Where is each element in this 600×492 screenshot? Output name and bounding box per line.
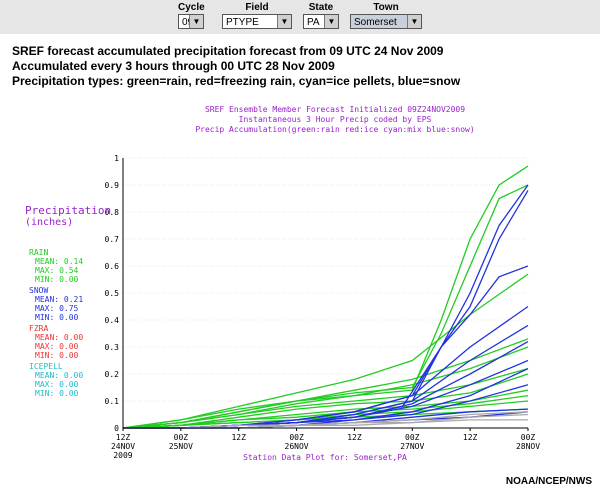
control-bar: Cycle 09 ▼ Field PTYPE ▼ State PA ▼ Town… bbox=[0, 0, 600, 34]
x-tick-label: 12Z bbox=[347, 433, 362, 442]
y-tick-label: 0.1 bbox=[105, 397, 120, 406]
stats-value: MIN: 0.00 bbox=[35, 313, 79, 322]
field-control: Field PTYPE ▼ bbox=[222, 2, 292, 29]
y-tick-label: 0.4 bbox=[105, 316, 120, 325]
state-label: State bbox=[308, 2, 334, 13]
series-line bbox=[122, 273, 529, 429]
grid-lines bbox=[123, 157, 528, 402]
y-axis-label-line-1: Precipitation bbox=[25, 204, 111, 217]
state-control: State PA ▼ bbox=[303, 2, 339, 29]
series-line bbox=[122, 184, 529, 429]
x-tick-label: 00Z bbox=[289, 433, 304, 442]
x-tick-label: 00Z bbox=[521, 433, 536, 442]
x-tick-label: 26NOV bbox=[285, 442, 309, 451]
y-tick-label: 0.8 bbox=[105, 208, 120, 217]
stats-value: MEAN: 0.21 bbox=[35, 295, 83, 304]
x-tick-label: 25NOV bbox=[169, 442, 193, 451]
y-tick-label: 0.2 bbox=[105, 370, 120, 379]
series-line bbox=[123, 190, 529, 429]
state-select[interactable]: PA ▼ bbox=[303, 14, 339, 29]
field-select[interactable]: PTYPE ▼ bbox=[222, 14, 292, 29]
header-line-1: SREF forecast accumulated precipitation … bbox=[12, 44, 444, 58]
town-value: Somerset bbox=[354, 17, 397, 28]
y-tick-label: 1 bbox=[114, 154, 119, 163]
stats-name: RAIN bbox=[29, 248, 48, 257]
stats-value: MAX: 0.54 bbox=[35, 266, 79, 275]
chart-subtitle-2: Precip Accumulation(green:rain red:ice c… bbox=[195, 125, 474, 134]
y-tick-label: 0.3 bbox=[105, 343, 120, 352]
y-axis-label-line-2: (inches) bbox=[25, 217, 73, 228]
cycle-label: Cycle bbox=[178, 2, 205, 13]
field-label: Field bbox=[245, 2, 269, 13]
x-tick-label: 12Z bbox=[231, 433, 246, 442]
stats-value: MEAN: 0.00 bbox=[35, 371, 83, 380]
town-control: Town Somerset ▼ bbox=[350, 2, 422, 29]
chart-title: SREF Ensemble Member Forecast Initialize… bbox=[205, 105, 465, 114]
stats-value: MIN: 0.00 bbox=[35, 351, 79, 360]
y-tick-label: 0.9 bbox=[105, 181, 120, 190]
x-tick-label: 00Z bbox=[405, 433, 420, 442]
series-line bbox=[123, 184, 529, 429]
x-tick-label: 12Z bbox=[116, 433, 131, 442]
credit-text: NOAA/NCEP/NWS bbox=[505, 476, 592, 487]
town-select[interactable]: Somerset ▼ bbox=[350, 14, 422, 29]
x-tick-label: 27NOV bbox=[400, 442, 424, 451]
y-tick-label: 0.7 bbox=[105, 235, 120, 244]
stats-name: ICEPELL bbox=[29, 362, 63, 371]
series-line bbox=[123, 305, 529, 429]
header-line-3: Precipitation types: green=rain, red=fre… bbox=[12, 74, 461, 88]
town-label: Town bbox=[373, 2, 399, 13]
y-tick-labels: 0 0.1 0.2 0.3 0.4 0.5 0.6 0.7 0.8 0.9 1 bbox=[105, 154, 120, 433]
stats-name: FZRA bbox=[29, 324, 48, 333]
state-value: PA bbox=[307, 17, 320, 28]
series-line bbox=[122, 367, 529, 429]
series-lines bbox=[122, 165, 529, 429]
field-value: PTYPE bbox=[226, 17, 259, 28]
stats-value: MEAN: 0.00 bbox=[35, 333, 83, 342]
x-tick-label: 24NOV bbox=[111, 442, 135, 451]
chevron-down-icon[interactable]: ▼ bbox=[277, 15, 291, 28]
x-tick-label: 00Z bbox=[174, 433, 189, 442]
stats-value: MAX: 0.00 bbox=[35, 380, 79, 389]
stats-value: MEAN: 0.14 bbox=[35, 257, 83, 266]
chevron-down-icon[interactable]: ▼ bbox=[407, 15, 421, 28]
precip-chart: 00.10.20.30.40.50.60.70.80.91 12Z24NOV20… bbox=[25, 105, 540, 462]
y-tick-label: 0.6 bbox=[105, 262, 120, 271]
cycle-value: 09 bbox=[182, 17, 194, 28]
cycle-control: Cycle 09 ▼ bbox=[178, 2, 205, 29]
x-tick-label: 12Z bbox=[463, 433, 478, 442]
stats-value: MAX: 0.00 bbox=[35, 342, 79, 351]
stats-value: MIN: 0.00 bbox=[35, 389, 79, 398]
stats-name: SNOW bbox=[29, 286, 48, 295]
x-tick-label: 28NOV bbox=[516, 442, 540, 451]
y-tick-label: 0 bbox=[114, 424, 119, 433]
y-tick-label: 0.5 bbox=[105, 289, 120, 298]
chevron-down-icon[interactable]: ▼ bbox=[189, 15, 203, 28]
cycle-select[interactable]: 09 ▼ bbox=[178, 14, 204, 29]
chart-subtitle-1: Instantaneous 3 Hour Precip coded by EPS bbox=[239, 115, 432, 124]
stats-value: MIN: 0.00 bbox=[35, 275, 79, 284]
stats-value: MAX: 0.75 bbox=[35, 304, 79, 313]
header-line-2: Accumulated every 3 hours through 00 UTC… bbox=[12, 59, 335, 73]
chevron-down-icon[interactable]: ▼ bbox=[324, 15, 338, 28]
x-axis-label: Station Data Plot for: Somerset,PA bbox=[243, 453, 407, 462]
chart-panel: 0 0.1 0.2 0.3 0.4 0.5 0.6 0.7 0.8 0.9 1 12Z 24NOV 20… bbox=[5, 100, 595, 472]
x-tick-label: 2009 bbox=[113, 451, 132, 460]
